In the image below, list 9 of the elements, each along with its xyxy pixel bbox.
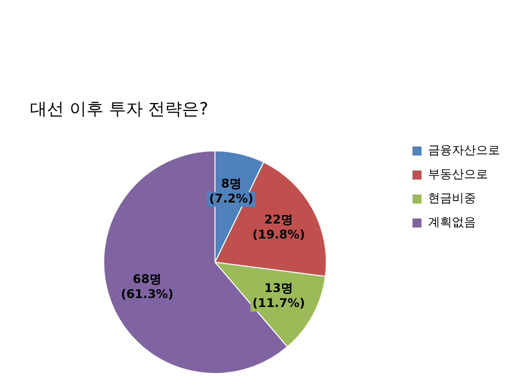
data-label: 68명 (61.3%) (120, 272, 174, 301)
data-label: 22명 (19.8%) (252, 212, 305, 242)
legend-label: 금융자산으로 (428, 143, 500, 158)
legend-label: 계획없음 (428, 215, 476, 230)
legend-label: 현금비중 (428, 191, 476, 206)
data-label: 8명 (7.2%) (209, 176, 254, 206)
data-label: 13명 (11.7%) (252, 281, 305, 310)
chart-title: 대선 이후 투자 전략은? (30, 100, 208, 120)
legend-label: 부동산으로 (428, 167, 488, 182)
